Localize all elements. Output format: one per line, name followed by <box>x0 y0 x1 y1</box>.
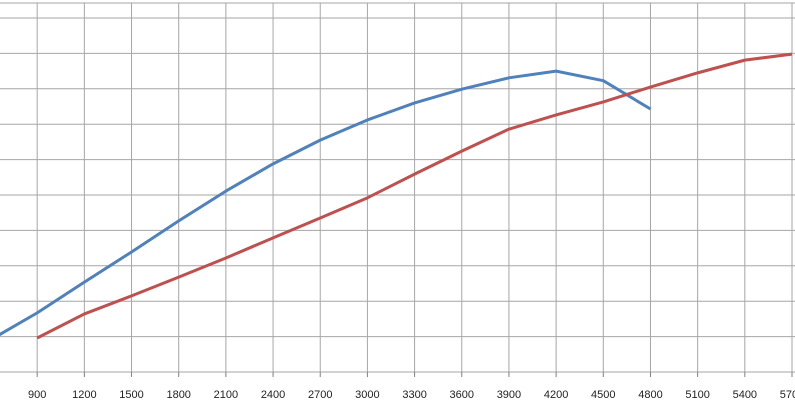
x-tick-label: 2700 <box>308 389 332 401</box>
series-line <box>0 69 652 337</box>
x-tick-label: 3900 <box>497 389 521 401</box>
x-tick-label: 2100 <box>214 389 238 401</box>
x-tick-label: 3300 <box>402 389 426 401</box>
x-tick-label: 1500 <box>119 389 143 401</box>
x-tick-label: 4200 <box>544 389 568 401</box>
x-tick-label: 1800 <box>166 389 190 401</box>
x-tick-label: 900 <box>28 389 46 401</box>
x-tick-label: 4500 <box>591 389 615 401</box>
x-tick-label: 1200 <box>72 389 96 401</box>
x-tick-label: 2400 <box>261 389 285 401</box>
x-tick-label: 3000 <box>355 389 379 401</box>
x-tick-label: 3600 <box>450 389 474 401</box>
x-tick-label: 5100 <box>685 389 709 401</box>
series-line <box>36 52 793 340</box>
x-tick-label: 5400 <box>733 389 757 401</box>
x-tick-label: 5700 <box>780 389 795 401</box>
x-tick-label: 4800 <box>638 389 662 401</box>
